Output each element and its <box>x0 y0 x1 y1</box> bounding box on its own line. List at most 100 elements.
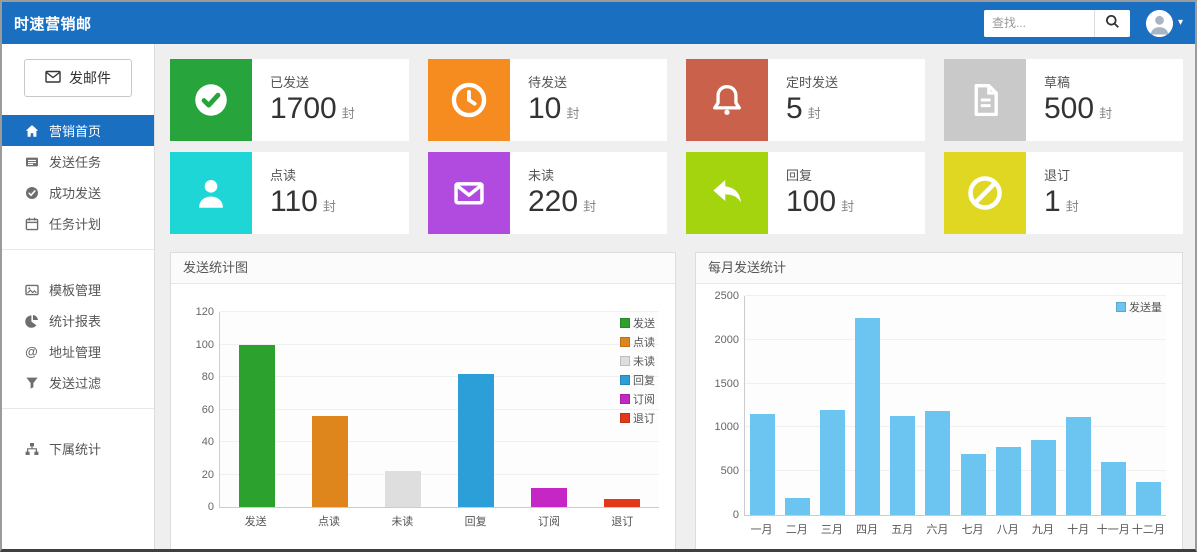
sidebar-item-label: 任务计划 <box>49 217 102 232</box>
stat-card-clock[interactable]: 待发送 10 封 <box>428 59 667 141</box>
chart-legend: 发送量 <box>1116 299 1162 315</box>
sidebar-item-check-circle[interactable]: 成功发送 <box>2 177 154 208</box>
home-icon <box>24 123 39 138</box>
gridline <box>744 295 1166 296</box>
body-row: 发邮件 营销首页 发送任务 成功发送任务计划模板管理 统计报表 @ 地址管理 发送过滤下属统… <box>2 44 1195 549</box>
sidebar-item-pie[interactable]: 统计报表 <box>2 305 154 336</box>
bar-slot <box>366 312 439 507</box>
calendar-icon <box>24 216 39 231</box>
stat-card-value: 220 封 <box>528 185 596 220</box>
sidebar-item-at[interactable]: @ 地址管理 <box>2 336 154 367</box>
stat-card-value: 500 封 <box>1044 92 1112 127</box>
stat-card-number: 1 <box>1044 185 1061 218</box>
legend-swatch <box>619 356 630 366</box>
stat-card-unit: 封 <box>341 106 355 121</box>
legend-label: 订阅 <box>632 394 655 406</box>
sidebar-item-template[interactable]: 模板管理 <box>2 274 154 305</box>
user-menu[interactable]: ▾ <box>1145 9 1183 37</box>
y-axis-tick-label: 40 <box>201 436 214 449</box>
y-axis-tick-label: 20 <box>201 468 214 481</box>
envelope-icon <box>428 152 510 234</box>
y-axis-tick-label: 2000 <box>714 333 739 346</box>
x-axis-labels: 发送 点读 未读 回复 订阅 退订 <box>219 508 659 529</box>
bars-layer <box>220 312 659 507</box>
stat-card-number: 500 <box>1044 92 1095 125</box>
panel-title: 发送统计图 <box>171 253 675 284</box>
bar-退订 <box>604 498 641 507</box>
compose-mail-button[interactable]: 发邮件 <box>24 59 132 97</box>
x-axis-label: 九月 <box>1031 524 1054 536</box>
app-title: 时速营销邮 <box>14 15 92 33</box>
sidebar: 发邮件 营销首页 发送任务 成功发送任务计划模板管理 统计报表 @ 地址管理 发送过滤下属统… <box>2 44 155 549</box>
stat-card-reply[interactable]: 回复 100 封 <box>686 152 925 234</box>
y-axis-tick-label: 120 <box>195 306 214 318</box>
stat-card-check[interactable]: 已发送 1700 封 <box>170 59 409 141</box>
stat-card-body: 未读 220 封 <box>510 152 596 234</box>
legend-item: 发送量 <box>1116 299 1162 315</box>
ban-icon <box>944 152 1026 234</box>
search-icon <box>1105 14 1120 32</box>
bar-回复 <box>458 373 495 507</box>
legend-item: 回复 <box>619 372 655 388</box>
gridline <box>744 338 1166 340</box>
panel-monthly-statistics: 每月发送统计 0 500 1000 1500 2000 2500 发送量 一月 二月 三月 四月 五月… <box>694 252 1183 549</box>
x-axis-label: 八月 <box>996 524 1019 536</box>
x-axis-label: 四月 <box>856 524 879 536</box>
legend-swatch <box>619 318 630 328</box>
x-axis-label: 未读 <box>391 516 414 528</box>
bar-slot <box>745 296 780 515</box>
stat-card-value: 10 封 <box>528 92 579 127</box>
stat-card-ban[interactable]: 退订 1 封 <box>944 152 1183 234</box>
bar-slot <box>850 296 885 515</box>
stat-card-unit: 封 <box>322 199 336 214</box>
stat-card-unit: 封 <box>1065 199 1079 214</box>
gridline <box>744 470 1166 472</box>
stat-card-value: 1700 封 <box>270 92 355 127</box>
gridline <box>220 473 659 475</box>
x-axis-labels: 一月 二月 三月 四月 五月 六月 七月 八月 九月 十月 十一月 十二月 <box>744 516 1166 537</box>
bar-slot <box>439 312 512 507</box>
stat-card-user[interactable]: 点读 110 封 <box>170 152 409 234</box>
clock-icon <box>428 59 510 141</box>
legend-item: 订阅 <box>619 391 655 407</box>
sidebar-item-home[interactable]: 营销首页 <box>2 115 154 146</box>
stat-card-number: 10 <box>528 92 562 125</box>
x-axis-label: 六月 <box>926 524 949 536</box>
bar-八月 <box>995 446 1021 515</box>
legend-label: 发送量 <box>1129 302 1162 314</box>
sidebar-item-calendar[interactable]: 任务计划 <box>2 208 154 239</box>
panel-title: 每月发送统计 <box>695 253 1182 284</box>
legend-swatch <box>619 337 630 347</box>
sidebar-item-tasks[interactable]: 发送任务 <box>2 146 154 177</box>
bars-layer <box>745 296 1166 515</box>
gridline <box>220 441 659 443</box>
sidebar-item-filter[interactable]: 发送过滤 <box>2 367 154 398</box>
menu-divider <box>2 249 154 250</box>
stat-card-body: 退订 1 封 <box>1026 152 1079 234</box>
sidebar-item-sitemap[interactable]: 下属统计 <box>2 433 154 464</box>
legend-swatch <box>619 375 630 385</box>
top-navbar: 时速营销邮 ▾ <box>2 2 1195 44</box>
menu-divider <box>2 408 154 409</box>
legend-item: 发送 <box>619 315 655 331</box>
chart-plot: 0 20 40 60 80 100 120 发送 点读 未读 回复 订阅 退订 <box>196 306 659 513</box>
x-axis-label: 十二月 <box>1131 524 1165 536</box>
stat-card-bell[interactable]: 定时发送 5 封 <box>686 59 925 141</box>
search-input[interactable] <box>983 9 1094 37</box>
stat-cards: 已发送 1700 封待发送 10 封定时发送 5 封草稿 500 封点读 110 封 未读 220 封 回复… <box>170 59 1183 234</box>
pie-icon <box>24 313 39 328</box>
y-axis-tick-label: 80 <box>201 371 214 384</box>
bar-slot <box>1061 296 1096 515</box>
stat-card-envelope[interactable]: 未读 220 封 <box>428 152 667 234</box>
bar-二月 <box>785 498 811 515</box>
stat-card-value: 110 封 <box>270 185 336 220</box>
bar-slot <box>780 296 815 515</box>
search-button[interactable] <box>1093 9 1130 37</box>
y-axis-tick-label: 1500 <box>714 377 739 390</box>
gridline <box>744 426 1166 428</box>
search-group <box>983 9 1130 37</box>
x-axis-label: 十月 <box>1067 524 1090 536</box>
x-axis-label: 点读 <box>317 516 340 528</box>
stat-card-document[interactable]: 草稿 500 封 <box>944 59 1183 141</box>
